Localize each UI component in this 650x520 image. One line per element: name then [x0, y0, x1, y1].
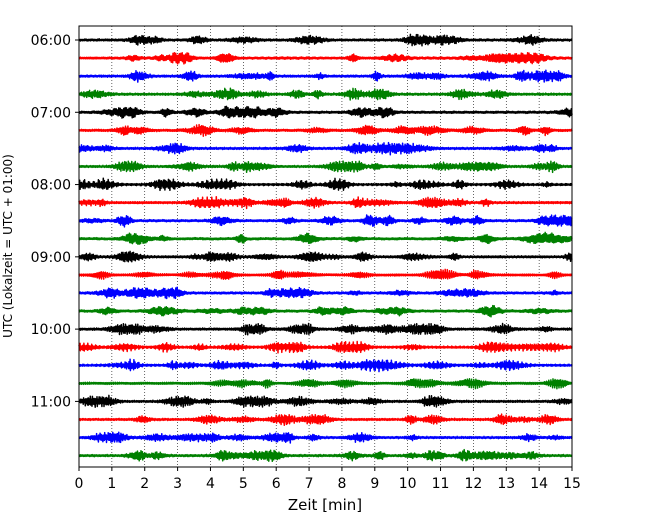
trace-line: [78, 87, 573, 101]
y-axis: 06:00 07:00 08:00 09:00 10:00 11:00: [31, 33, 79, 410]
x-tick-label: 15: [563, 476, 581, 492]
trace-line: [78, 268, 573, 280]
trace-line: [78, 358, 573, 373]
plot-frame: [78, 25, 573, 468]
x-axis-label: Zeit [min]: [288, 496, 362, 514]
x-tick-label: 8: [337, 476, 346, 492]
trace-line: [78, 105, 573, 119]
trace-line: [78, 286, 573, 300]
x-tick-label: 1: [107, 476, 116, 492]
plot-area: [79, 26, 572, 467]
trace-line: [78, 214, 573, 228]
trace-line: [78, 33, 573, 47]
trace-line: [78, 51, 573, 65]
y-tick-label: 08:00: [31, 178, 71, 194]
y-axis-label: UTC (Lokalzeit = UTC + 01:00): [1, 154, 15, 338]
trace-line: [78, 195, 573, 210]
x-tick-label: 7: [305, 476, 314, 492]
trace-line: [78, 304, 573, 318]
y-tick-label: 07:00: [31, 105, 71, 121]
x-tick-label: 4: [206, 476, 215, 492]
trace-line: [78, 322, 573, 336]
traces: [78, 33, 573, 463]
trace-line: [78, 141, 573, 156]
trace-line: [78, 250, 573, 263]
x-tick-label: 12: [464, 476, 482, 492]
trace-line: [78, 69, 573, 83]
x-tick-label: 14: [530, 476, 548, 492]
trace-line: [78, 448, 573, 463]
x-tick-label: 9: [370, 476, 379, 492]
x-tick-label: 11: [432, 476, 450, 492]
x-tick-label: 0: [75, 476, 84, 492]
y-tick-label: 10:00: [31, 322, 71, 338]
y-tick-label: 11:00: [31, 394, 71, 410]
trace-line: [78, 231, 573, 245]
trace-line: [78, 431, 573, 444]
x-axis: 0 1 2 3 4 5 6 7 8 9 10 11 12 13 14 15: [75, 467, 581, 492]
y-tick-label: 09:00: [31, 250, 71, 266]
trace-line: [78, 123, 573, 137]
x-tick-label: 3: [173, 476, 182, 492]
x-tick-label: 2: [140, 476, 149, 492]
trace-line: [78, 413, 573, 427]
trace-line: [78, 340, 573, 354]
trace-line: [78, 177, 573, 192]
trace-line: [78, 160, 573, 174]
x-tick-label: 6: [272, 476, 281, 492]
x-tick-label: 13: [497, 476, 515, 492]
trace-line: [78, 394, 573, 408]
trace-line: [78, 378, 573, 390]
x-tick-label: 5: [239, 476, 248, 492]
y-tick-label: 06:00: [31, 33, 71, 49]
x-tick-label: 10: [399, 476, 417, 492]
